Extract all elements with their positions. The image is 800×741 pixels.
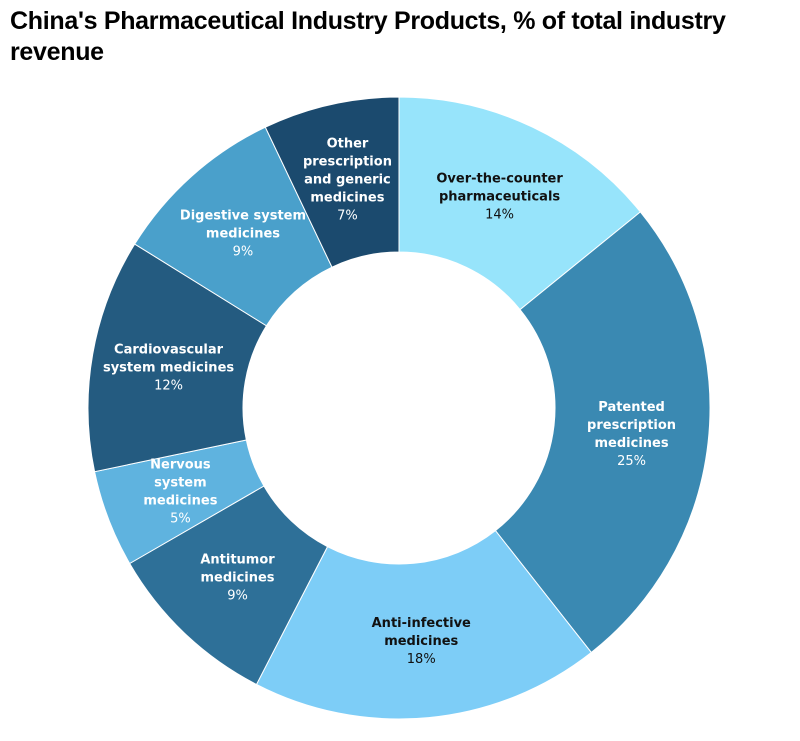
- slice-value-label: 18%: [407, 652, 436, 667]
- slice-label: medicines: [384, 634, 458, 649]
- slice-label: Anti-infective: [372, 616, 471, 631]
- slices-group: [87, 96, 711, 720]
- slice-label: medicines: [310, 191, 384, 206]
- slice-other-prescription-and-generic-medicines: [264, 96, 400, 268]
- labels-group: Over-the-counter pharmaceuticals 14% Patent…: [103, 137, 676, 667]
- chart-title: China's Pharmaceutical Industry Products…: [10, 7, 726, 66]
- slice-cardiovascular-system-medicines: [87, 243, 268, 473]
- slice-label: system medicines: [103, 360, 234, 375]
- slice-label: Cardiovascular: [114, 342, 224, 357]
- slice-anti-infective-medicines: [255, 529, 592, 720]
- slice-label: medicines: [200, 570, 274, 585]
- slice-value-label: 5%: [170, 512, 191, 527]
- slice-label: and generic: [304, 173, 391, 188]
- slice-label: Other: [327, 137, 369, 152]
- slice-label: prescription: [587, 418, 676, 433]
- slice-label: prescription: [303, 155, 392, 170]
- slice-label: system: [154, 476, 207, 491]
- slice-label: medicines: [206, 227, 280, 242]
- slice-label: medicines: [143, 494, 217, 509]
- slice-value-label: 14%: [485, 208, 514, 223]
- slice-label: Antitumor: [200, 552, 275, 567]
- slice-over-the-counter-pharmaceuticals: [398, 96, 642, 311]
- slice-value-label: 7%: [337, 209, 358, 224]
- slice-label: Patented: [598, 400, 665, 415]
- slice-value-label: 9%: [227, 588, 248, 603]
- slice-label: pharmaceuticals: [439, 190, 560, 205]
- slice-label: Digestive system: [180, 209, 306, 224]
- slice-label: Nervous: [150, 458, 211, 473]
- slice-value-label: 9%: [233, 245, 254, 260]
- slice-value-label: 25%: [617, 454, 646, 469]
- slice-label: Over-the-counter: [436, 172, 563, 187]
- slice-value-label: 12%: [154, 378, 183, 393]
- slice-patented-prescription-medicines: [494, 211, 711, 654]
- slice-label: medicines: [595, 436, 669, 451]
